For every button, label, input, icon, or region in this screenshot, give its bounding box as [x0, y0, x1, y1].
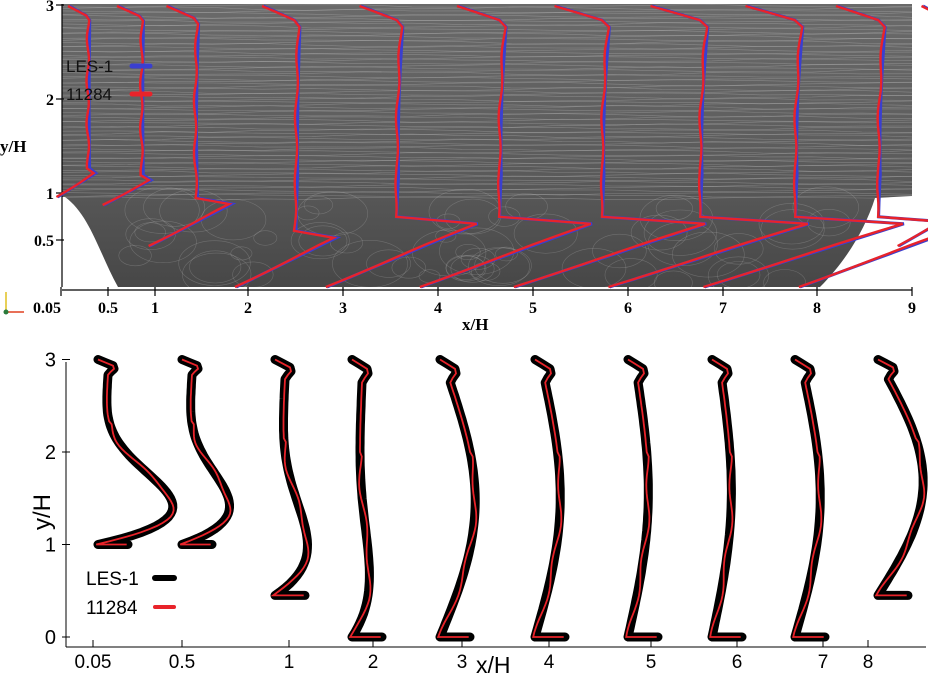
bottom-x-tick-label-3: 2	[368, 652, 379, 673]
bottom-x-tick-label-6: 5	[646, 652, 657, 673]
top-legend: LES-1 11284	[66, 57, 153, 104]
top-x-tick-label-10: 9	[908, 300, 916, 317]
top-y-tick-label-1: 1	[46, 186, 54, 203]
top-x-tick-label-3: 2	[244, 300, 252, 317]
bottom-profile-les1-3	[347, 355, 387, 642]
bottom-profile-11284-5	[532, 358, 564, 638]
bottom-legend-label-les1: LES-1	[86, 569, 139, 590]
top-x-tick-label-1: 0.5	[98, 300, 118, 317]
bottom-y-tick-label-0: 0	[45, 627, 56, 649]
bottom-profile-11284-0	[95, 358, 175, 546]
bottom-profile-11284-7	[709, 358, 741, 638]
bottom-x-tick-label-0: 0.05	[75, 652, 112, 673]
top-legend-label-les1: LES-1	[66, 57, 113, 76]
bottom-profile-11284-1	[179, 358, 232, 546]
top-x-tick-label-7: 6	[624, 300, 632, 317]
bottom-y-tick-label-3: 3	[45, 350, 56, 372]
bottom-x-tick-label-2: 1	[284, 652, 295, 673]
top-profile-11284-0	[55, 4, 96, 199]
bottom-y-tick-label-1: 1	[45, 535, 56, 557]
bottom-profile-les1-1	[177, 355, 234, 549]
top-profile-11284-5	[419, 4, 592, 289]
bottom-profile-les1-5	[530, 355, 570, 642]
top-profile-11284-7	[608, 4, 809, 289]
bottom-x-tick-label-7: 6	[732, 652, 743, 673]
bottom-x-tick-label-5: 4	[544, 652, 555, 673]
bottom-x-tick-label-4: 3	[457, 652, 468, 673]
bottom-y-axis: 0 1 2 3	[45, 350, 926, 649]
top-profile-11284-1	[102, 4, 152, 207]
bottom-profile-les1-7	[707, 355, 747, 642]
top-x-tick-label-8: 7	[719, 300, 727, 317]
bottom-profiles	[93, 355, 928, 642]
bottom-profile-les1-2	[270, 355, 312, 600]
top-y-axis-label: y/H	[0, 137, 26, 156]
top-profiles	[55, 4, 928, 289]
bottom-profile-11284-8	[792, 358, 824, 638]
top-y-axis: 0.5 1 2 3	[34, 0, 64, 287]
top-profile-11284-8	[703, 4, 904, 289]
top-x-tick-label-9: 8	[813, 300, 821, 317]
top-x-tick-label-4: 3	[339, 300, 347, 317]
bottom-x-axis: 0.05 0.5 1 2 3 4 5 6 7 8	[75, 640, 874, 673]
top-profile-11284-9	[798, 4, 928, 289]
bottom-legend-label-11284: 11284	[86, 598, 138, 619]
top-x-tick-label-0: 0.05	[33, 300, 61, 317]
orientation-triad-icon	[3, 292, 24, 315]
top-profile-11284-4	[325, 4, 478, 289]
bottom-profile-11284-2	[270, 358, 310, 597]
bottom-profile-11284-4	[436, 358, 478, 638]
top-x-axis: 0.05 0.5 1 2 3 4 5 6 7 8 9	[33, 287, 916, 317]
bottom-y-axis-label: y/H	[29, 494, 56, 530]
bottom-x-tick-label-8: 7	[818, 652, 829, 673]
top-panel: 0.5 1 2 3 0.05 0.5 1 2 3 4 5 6 7 8 9 y/H x/H LES-1 11…	[0, 0, 928, 334]
bottom-profile-11284-6	[625, 358, 657, 638]
top-x-tick-label-2: 1	[151, 300, 159, 317]
top-y-tick-label-2: 2	[46, 92, 54, 109]
bottom-panel: 0 1 2 3 0.05 0.5 1 2 3 4 5 6 7 8 y/H x/H LES-1 11284	[29, 350, 928, 676]
top-x-axis-label: x/H	[462, 315, 488, 334]
bottom-x-tick-label-1: 0.5	[169, 652, 195, 673]
bottom-x-tick-label-9: 8	[863, 652, 874, 673]
top-legend-label-11284: 11284	[66, 85, 112, 104]
top-x-tick-label-6: 5	[529, 300, 537, 317]
top-y-tick-label-3: 3	[46, 0, 54, 15]
bottom-profile-les1-6	[623, 355, 663, 642]
top-profile-11284-6	[513, 4, 706, 289]
bottom-y-tick-label-2: 2	[45, 442, 56, 464]
bottom-x-axis-label: x/H	[476, 652, 511, 676]
flow-domain-streamlines	[62, 4, 912, 287]
top-profile-11284-2	[148, 4, 233, 248]
bottom-profile-11284-9	[874, 358, 926, 597]
top-y-tick-label-0: 0.5	[34, 233, 54, 250]
bottom-profile-les1-0	[93, 355, 178, 549]
bottom-profile-11284-3	[348, 358, 381, 638]
top-x-tick-label-5: 4	[434, 300, 442, 317]
top-profile-11284-3	[234, 4, 338, 289]
bottom-legend: LES-1 11284	[86, 569, 177, 619]
bottom-profile-les1-8	[790, 355, 830, 642]
